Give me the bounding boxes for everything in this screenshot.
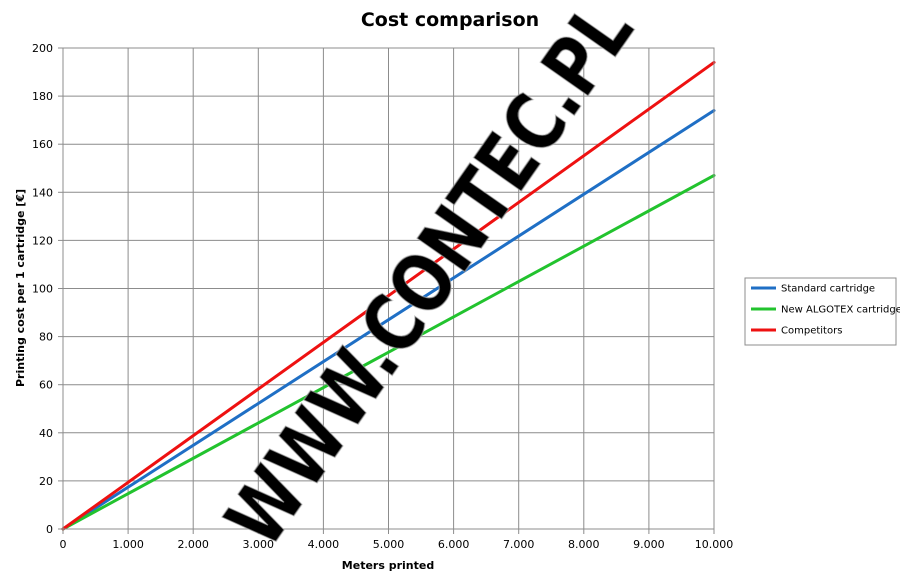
y-tick-label: 160 [32,138,53,151]
legend-entry-label: New ALGOTEX cartridge [781,305,900,316]
x-axis-ticks: 0 1.000 2.000 3.000 4.000 5.000 6.000 7.000 8.00… [60,529,734,551]
legend-entry-label: Standard cartridge [781,284,875,295]
legend: Standard cartridge New ALGOTEX cartridge C… [744,277,900,346]
x-tick-label: 7.000 [503,538,535,551]
x-tick-label: 2.000 [177,538,209,551]
y-tick-label: 180 [32,90,53,103]
legend-entry-label: Competitors [781,326,842,337]
y-tick-label: 140 [32,186,53,199]
x-tick-label: 1.000 [112,538,144,551]
x-tick-label: 3.000 [243,538,275,551]
y-tick-label: 40 [39,427,53,440]
y-axis-ticks: 0 20 40 60 80 100 120 140 160 180 200 [32,42,63,536]
y-tick-label: 200 [32,42,53,55]
x-tick-label: 9.000 [633,538,665,551]
x-tick-label: 10.000 [695,538,734,551]
y-tick-label: 100 [32,283,53,296]
x-axis-label: Meters printed [342,559,434,572]
x-tick-label: 0 [60,538,67,551]
y-tick-label: 120 [32,234,53,247]
y-axis-label: Printing cost per 1 cartridge [€] [14,189,27,387]
x-tick-label: 5.000 [373,538,405,551]
x-tick-label: 4.000 [308,538,340,551]
plot-series [61,60,716,531]
x-tick-label: 8.000 [568,538,600,551]
y-tick-label: 80 [39,331,53,344]
x-tick-label: 6.000 [438,538,470,551]
y-tick-label: 20 [39,475,53,488]
y-tick-label: 0 [46,523,53,536]
chart-title: Cost comparison [361,9,539,31]
series-line [61,60,716,531]
series-line [61,173,716,531]
y-tick-label: 60 [39,379,53,392]
watermark: WWW.CONTEC.PL [208,0,651,563]
series-line [61,109,716,531]
